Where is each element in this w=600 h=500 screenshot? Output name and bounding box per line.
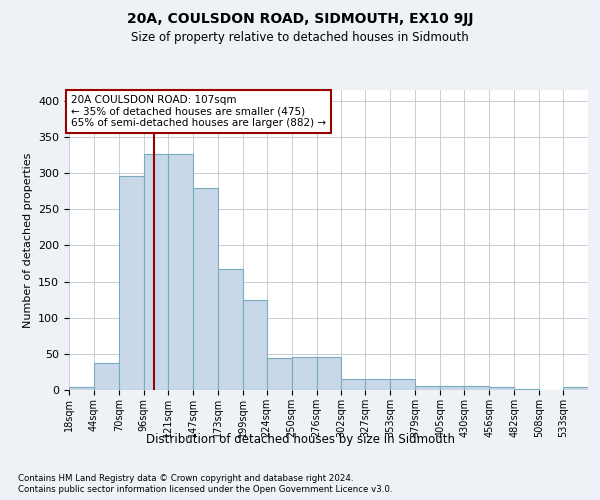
Bar bbox=[266, 358, 292, 390]
Text: Contains HM Land Registry data © Crown copyright and database right 2024.: Contains HM Land Registry data © Crown c… bbox=[18, 474, 353, 483]
Text: Contains public sector information licensed under the Open Government Licence v3: Contains public sector information licen… bbox=[18, 485, 392, 494]
Text: 20A, COULSDON ROAD, SIDMOUTH, EX10 9JJ: 20A, COULSDON ROAD, SIDMOUTH, EX10 9JJ bbox=[127, 12, 473, 26]
Bar bbox=[563, 387, 588, 390]
Bar bbox=[144, 154, 168, 390]
Bar bbox=[440, 386, 464, 390]
Text: Size of property relative to detached houses in Sidmouth: Size of property relative to detached ho… bbox=[131, 31, 469, 44]
Bar bbox=[415, 386, 440, 390]
Text: 20A COULSDON ROAD: 107sqm
← 35% of detached houses are smaller (475)
65% of semi: 20A COULSDON ROAD: 107sqm ← 35% of detac… bbox=[71, 95, 326, 128]
Bar bbox=[94, 362, 119, 390]
Bar bbox=[489, 387, 514, 390]
Bar bbox=[341, 379, 365, 390]
Text: Distribution of detached houses by size in Sidmouth: Distribution of detached houses by size … bbox=[146, 432, 455, 446]
Bar bbox=[119, 176, 144, 390]
Bar bbox=[317, 356, 341, 390]
Bar bbox=[514, 388, 539, 390]
Bar bbox=[242, 300, 266, 390]
Bar bbox=[168, 154, 193, 390]
Y-axis label: Number of detached properties: Number of detached properties bbox=[23, 152, 32, 328]
Bar bbox=[69, 387, 94, 390]
Bar bbox=[292, 356, 317, 390]
Bar bbox=[391, 379, 415, 390]
Bar bbox=[218, 268, 242, 390]
Bar bbox=[193, 188, 218, 390]
Bar bbox=[464, 386, 489, 390]
Bar bbox=[365, 379, 391, 390]
